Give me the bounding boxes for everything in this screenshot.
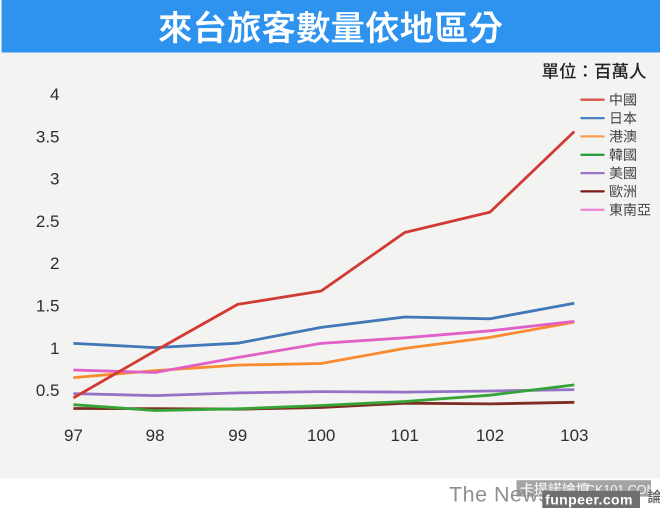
svg-text:98: 98 xyxy=(146,426,165,445)
svg-text:3.5: 3.5 xyxy=(36,127,60,146)
svg-text:2: 2 xyxy=(50,254,59,273)
svg-text:100: 100 xyxy=(307,426,335,445)
svg-text:4: 4 xyxy=(50,85,59,104)
svg-text:1: 1 xyxy=(50,339,59,358)
svg-text:0.5: 0.5 xyxy=(36,381,60,400)
svg-text:1.5: 1.5 xyxy=(36,297,60,316)
svg-text:funpeer.com: funpeer.com xyxy=(545,492,633,508)
svg-text:103: 103 xyxy=(560,426,588,445)
svg-text:102: 102 xyxy=(476,426,504,445)
svg-text:99: 99 xyxy=(228,426,247,445)
svg-text:3: 3 xyxy=(50,170,59,189)
svg-text:2.5: 2.5 xyxy=(36,212,60,231)
svg-text:97: 97 xyxy=(64,426,83,445)
svg-text:101: 101 xyxy=(391,426,419,445)
